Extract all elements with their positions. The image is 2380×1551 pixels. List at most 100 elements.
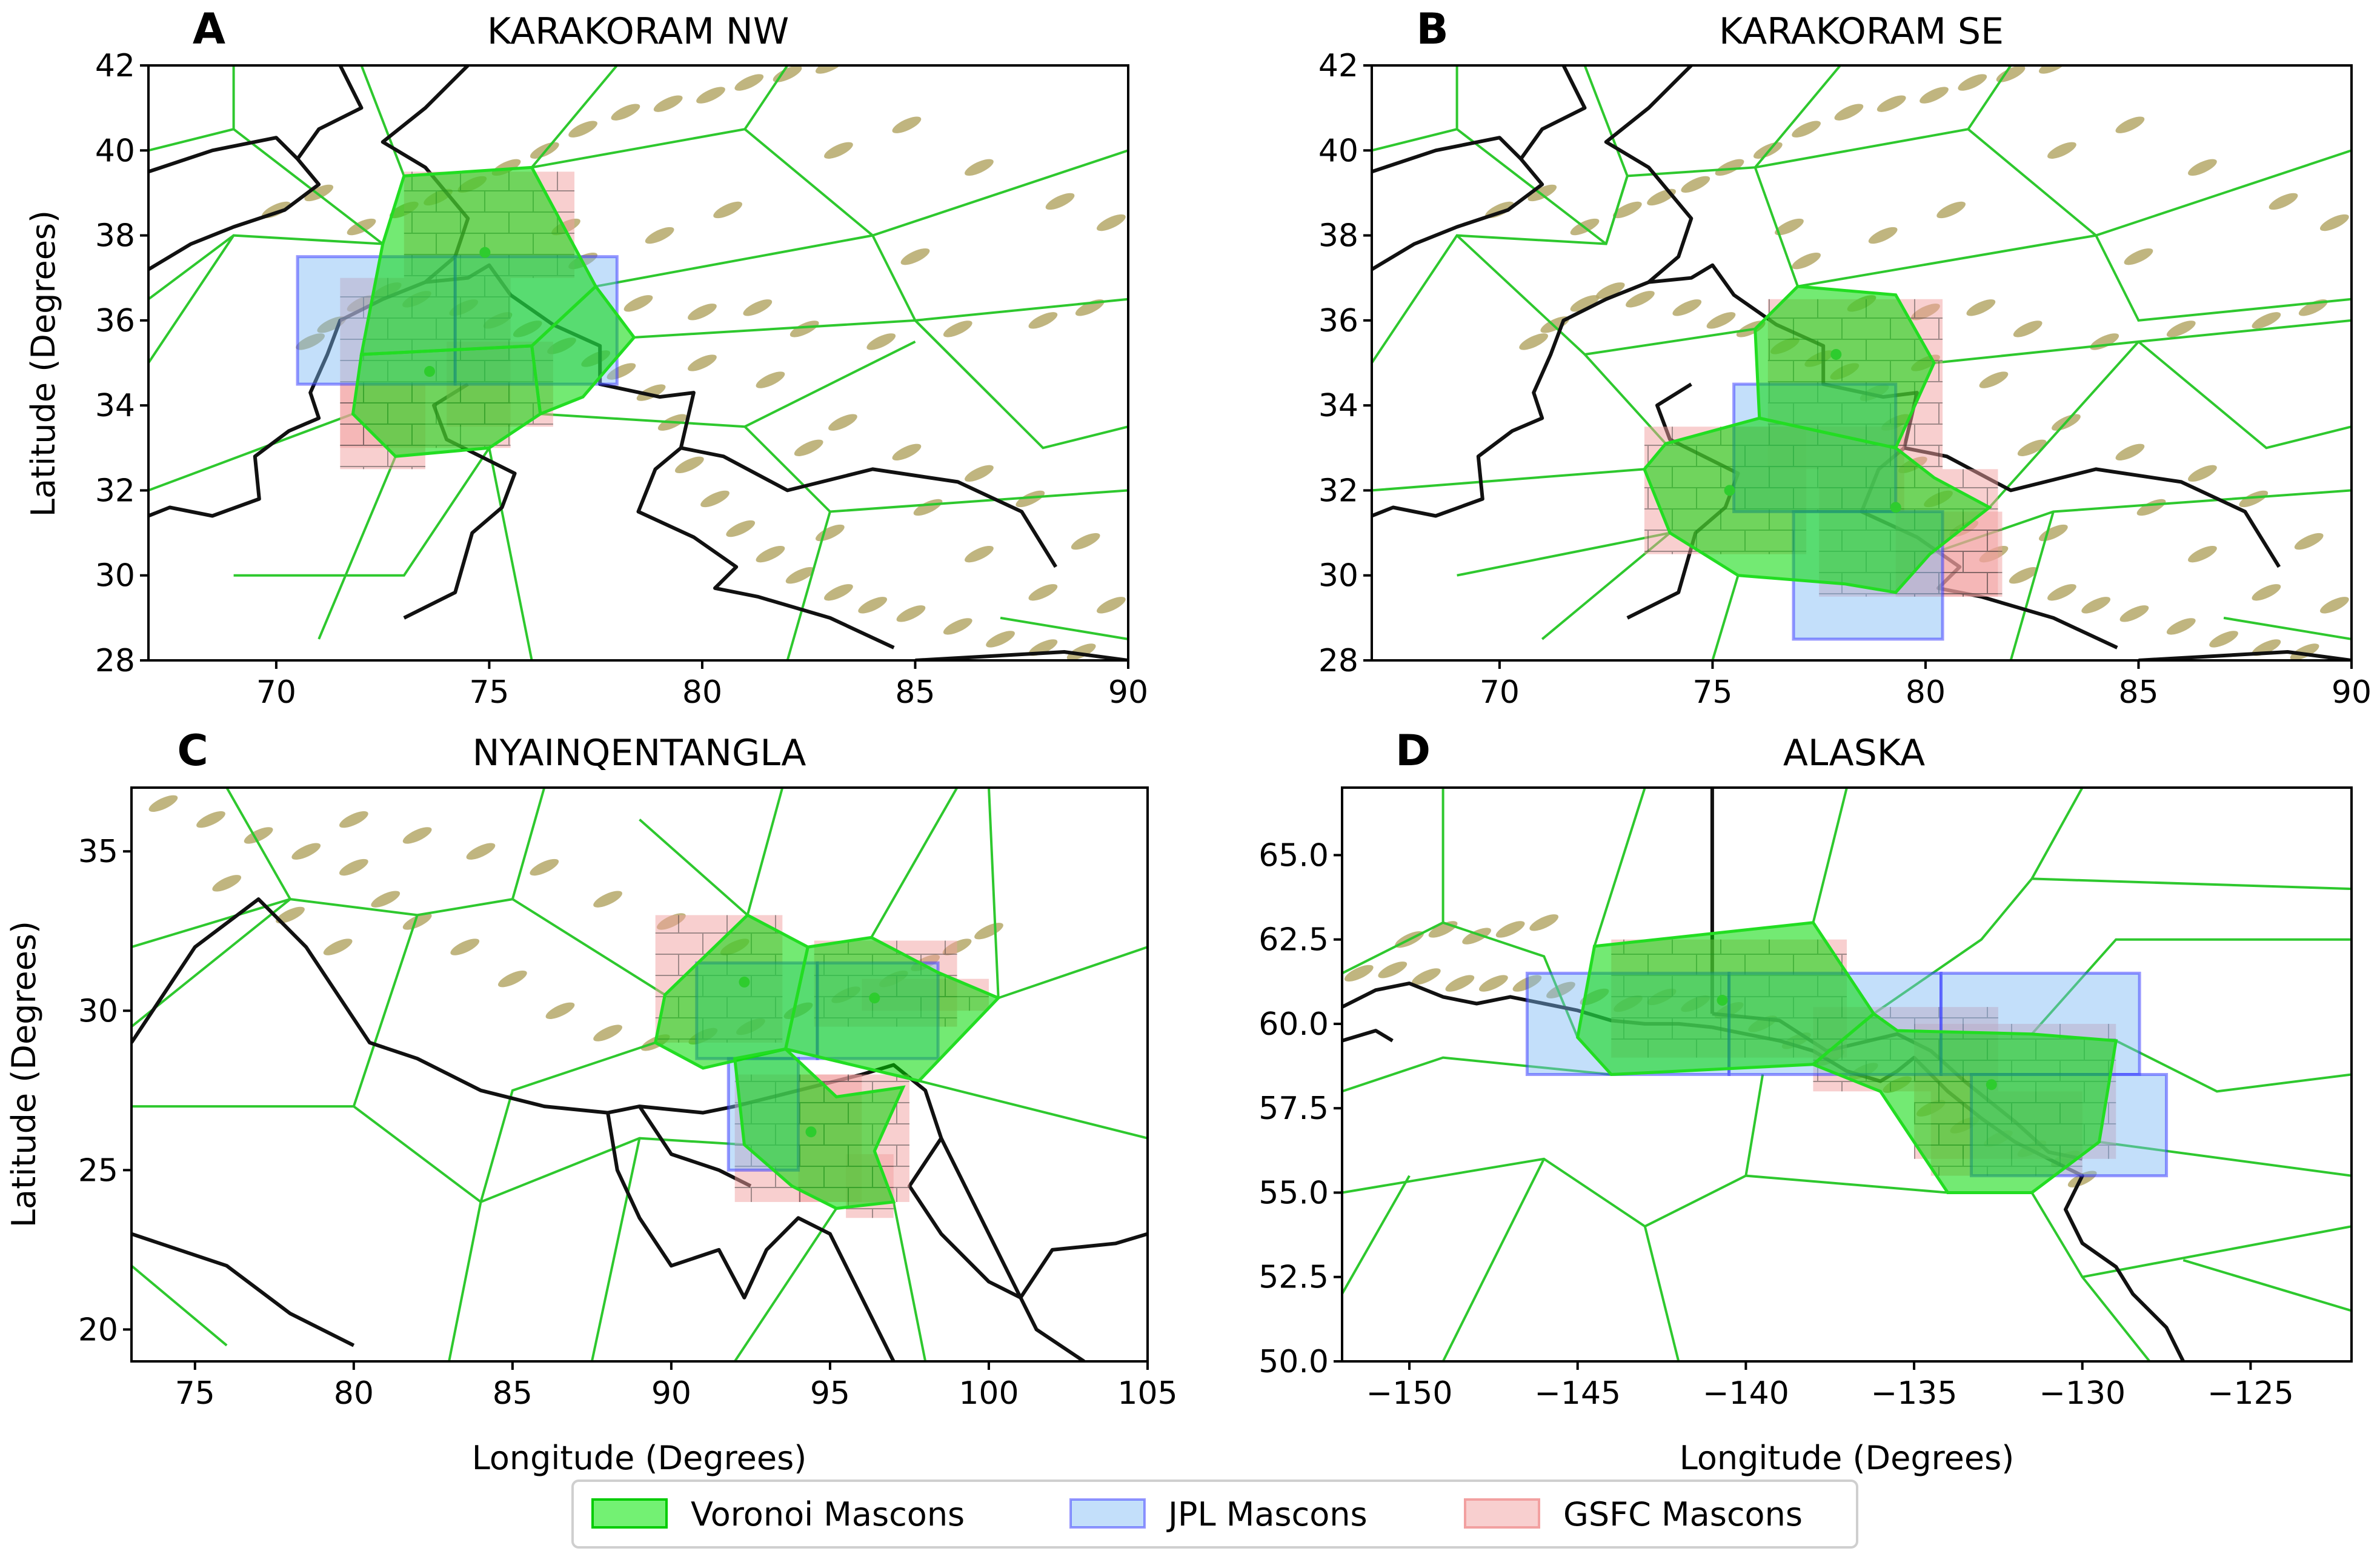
glacier-patch-d-2: [1411, 968, 1441, 985]
glacier-patch-b-23: [2252, 639, 2281, 656]
coastline-c-3: [131, 1232, 355, 1347]
glacier-patch-a-17: [785, 567, 815, 584]
glacier-patch-b-2: [1570, 295, 1600, 312]
voronoi-edge-d-3: [1812, 788, 1848, 923]
glacier-patch-c-27: [212, 875, 242, 892]
map-plot-a: [148, 65, 1128, 660]
axes-frame-c: [130, 786, 1149, 1363]
map-plot-c: [131, 788, 1148, 1361]
voronoi-edge-d-10: [1342, 1157, 1948, 1228]
voronoi-edge-d-6: [2030, 938, 2352, 1035]
glacier-patch-c-20: [339, 811, 368, 828]
voronoi-edge-d-4: [1873, 788, 2084, 1015]
y-tick-label-b-4: 36: [1318, 303, 1358, 339]
glacier-patch-c-21: [402, 827, 432, 844]
glacier-patch-b-41: [1792, 252, 1821, 270]
glacier-patch-a-11: [636, 384, 666, 401]
x-tick-label-b-0: 70: [1480, 674, 1520, 711]
voronoi-edge-c-3: [131, 914, 419, 1108]
glacier-patch-a-44: [743, 299, 773, 316]
glacier-patch-a-65: [1097, 214, 1126, 231]
coastline-a-1: [296, 65, 364, 161]
panel-letter-b: B: [1416, 4, 1448, 54]
voronoi-edge-a-14: [233, 447, 491, 577]
coastline-b-2: [1372, 65, 1694, 518]
glacier-patch-a-31: [568, 121, 597, 138]
x-tick-label-d-3: −135: [1871, 1375, 1958, 1412]
voronoi-center-d-0: [1717, 994, 1728, 1006]
glacier-patch-a-34: [696, 87, 725, 104]
voronoi-edge-a-9: [786, 511, 831, 660]
glacier-patch-b-51: [1979, 371, 2009, 388]
glacier-patch-b-32: [1834, 104, 1864, 121]
y-tick-label-d-3: 57.5: [1258, 1091, 1329, 1127]
legend-swatch-jpl: [1069, 1498, 1146, 1529]
x-tick-label-a-1: 75: [469, 674, 509, 711]
coastline-a-6: [915, 650, 1128, 660]
voronoi-edge-b-10: [1372, 468, 1645, 492]
voronoi-edge-b-14: [2009, 511, 2055, 660]
y-tick-label-a-2: 32: [95, 473, 135, 509]
glacier-patch-b-5: [1672, 299, 1702, 316]
voronoi-edge-c-0: [131, 898, 666, 1028]
voronoi-edge-b-3: [1967, 128, 2352, 237]
glacier-patch-c-0: [148, 795, 178, 812]
y-tick-label-d-2: 55.0: [1258, 1175, 1329, 1211]
coastline-c-4: [939, 1137, 1085, 1361]
glacier-patch-a-18: [824, 584, 853, 601]
voronoi-mascon-c-2: [733, 1047, 906, 1211]
voronoi-edge-c-14: [131, 898, 291, 949]
voronoi-edge-a-13: [148, 413, 354, 492]
x-tick-label-b-2: 80: [1906, 674, 1946, 711]
y-axis-label-a: Latitude (Degrees): [24, 210, 62, 517]
glacier-patch-b-66: [2124, 248, 2153, 265]
panel-letter-d: D: [1395, 726, 1431, 776]
glacier-patch-b-62: [2320, 597, 2349, 614]
glacier-patch-b-44: [1966, 299, 1996, 316]
y-tick-label-a-7: 42: [95, 48, 135, 84]
voronoi-edge-d-7: [2115, 1040, 2352, 1093]
glacier-patch-a-50: [688, 354, 717, 371]
glacier-patch-b-47: [2166, 320, 2196, 337]
voronoi-edge-d-5: [2032, 877, 2352, 891]
voronoi-edge-b-18: [2223, 616, 2352, 640]
map-plot-b: [1372, 65, 2352, 660]
glacier-patch-c-4: [339, 859, 368, 876]
x-axis-label-d: Longitude (Degrees): [1680, 1439, 2015, 1477]
glacier-patch-d-0: [1344, 965, 1374, 982]
y-tick-label-c-1: 25: [78, 1152, 118, 1189]
voronoi-center-c-1: [869, 992, 880, 1004]
glacier-patch-b-48: [2252, 312, 2281, 329]
voronoi-edge-a-18: [148, 65, 235, 152]
voronoi-edge-c-12: [734, 1207, 838, 1361]
glacier-patch-a-49: [1075, 299, 1105, 316]
glacier-patch-b-53: [2115, 443, 2145, 460]
voronoi-center-c-2: [805, 1126, 817, 1138]
glacier-patch-a-13: [674, 456, 704, 474]
glacier-patch-b-17: [2009, 567, 2038, 584]
voronoi-center-b-2: [1890, 502, 1901, 513]
glacier-patch-d-27: [1529, 914, 1559, 931]
glacier-patch-b-64: [2269, 193, 2298, 210]
voronoi-edge-b-15: [1988, 340, 2139, 508]
legend-label-voronoi: Voronoi Mascons: [691, 1495, 965, 1533]
voronoi-edge-c-7: [746, 788, 784, 915]
voronoi-edge-a-1: [531, 65, 618, 168]
glacier-patch-c-19: [974, 923, 1003, 940]
panel-title-a: KARAKORAM NW: [487, 10, 789, 53]
glacier-patch-a-63: [965, 159, 994, 176]
ticks-b: 70 75 80 85 90 28 30 32 34 36 38 40 42: [1318, 48, 2372, 711]
glacier-patch-a-19: [858, 597, 888, 614]
glacier-patch-b-63: [2188, 159, 2217, 176]
glacier-patch-b-18: [2047, 584, 2076, 601]
glacier-patch-c-2: [244, 827, 273, 844]
glacier-patch-a-42: [623, 295, 653, 312]
panel-b: B KARAKORAM SE 70 75 80 85 90 28 30 32 34 36 38 40 4…: [1318, 4, 2372, 711]
y-tick-label-d-5: 62.5: [1258, 922, 1329, 958]
glacier-patch-a-59: [913, 499, 943, 516]
glacier-patch-c-29: [323, 938, 353, 955]
voronoi-center-b-0: [1830, 348, 1842, 360]
coastline-a-2: [148, 65, 470, 518]
glacier-patch-a-23: [1028, 639, 1058, 656]
voronoi-edge-b-19: [1372, 65, 1458, 152]
